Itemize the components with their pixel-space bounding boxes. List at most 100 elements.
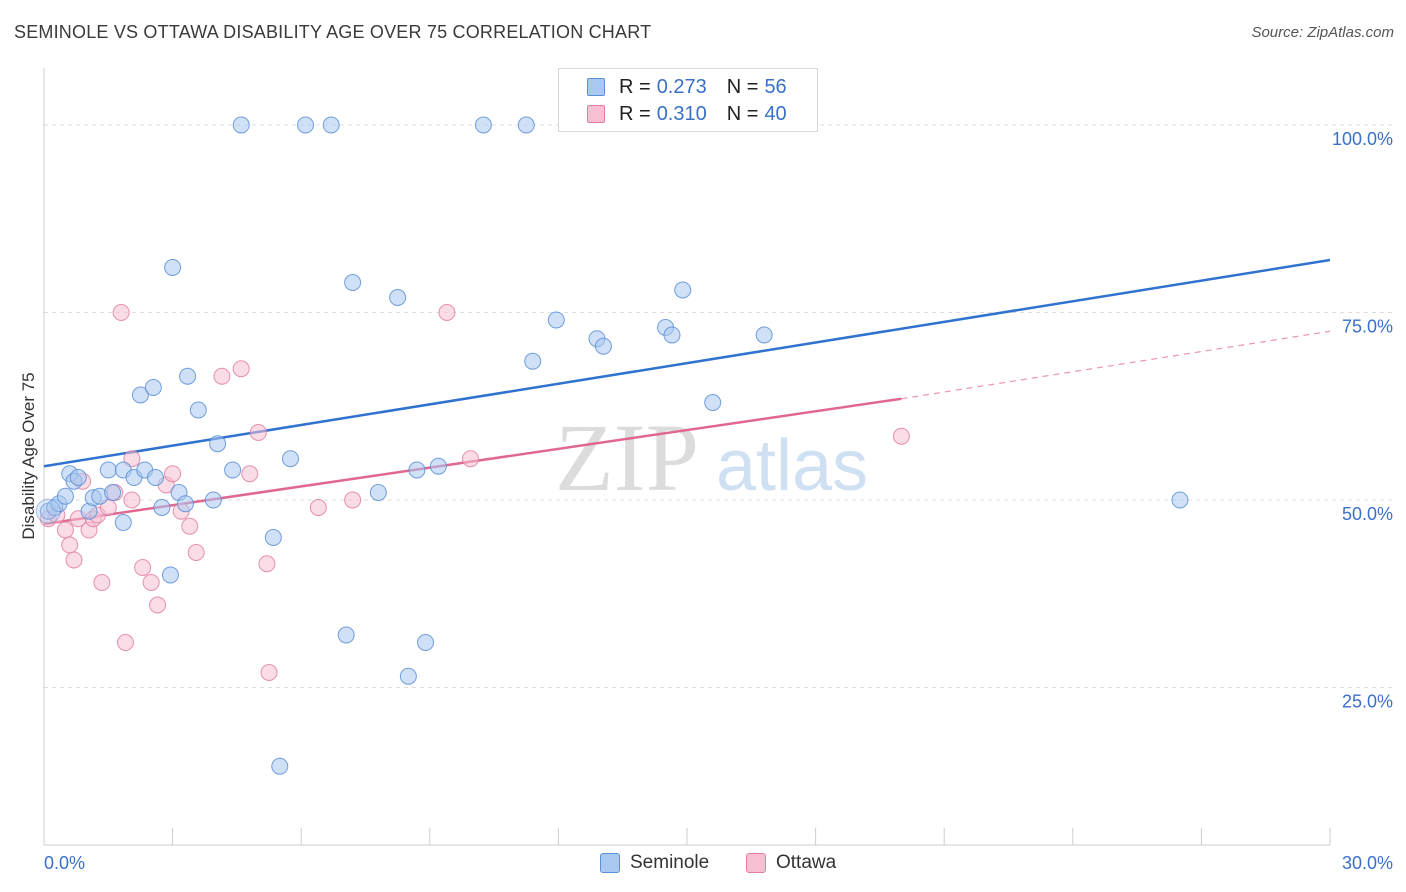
seminole-point	[704, 394, 722, 411]
data-points	[35, 116, 1189, 775]
ottawa-point	[116, 634, 134, 651]
ottawa-point	[56, 521, 74, 539]
seminole-point	[179, 367, 197, 385]
seminole-point	[144, 379, 162, 396]
ottawa-point	[462, 450, 480, 468]
seminole-point	[389, 289, 407, 306]
seminole-point	[417, 634, 435, 651]
ottawa-point	[309, 499, 327, 516]
seminole-point	[281, 450, 299, 468]
chart-source: Source: ZipAtlas.com	[1251, 24, 1394, 41]
ottawa-point	[260, 664, 278, 681]
ottawa-point	[232, 360, 250, 378]
legend-row-ottawa: R = 0.310 N = 40	[587, 102, 787, 126]
legend-n-value: 56	[764, 75, 787, 98]
ottawa-point	[249, 424, 267, 441]
ottawa-point	[134, 559, 152, 576]
ottawa-point	[61, 536, 79, 554]
legend-n-value: 40	[764, 102, 787, 125]
ottawa-point	[344, 491, 362, 509]
seminole-point	[224, 461, 242, 479]
seminole-point	[547, 311, 565, 329]
seminole-point	[131, 386, 149, 404]
legend-row-seminole: R = 0.273 N = 56	[587, 75, 787, 99]
x-tick-label: 0.0%	[44, 853, 85, 873]
y-axis-label: Disability Age Over 75	[19, 372, 38, 539]
watermark: ZIP atlas	[555, 404, 868, 511]
ottawa-point	[438, 304, 456, 321]
seminole-point	[369, 484, 387, 501]
ottawa-label: Ottawa	[776, 852, 837, 873]
seminole-label: Seminole	[630, 852, 710, 873]
seminole-point	[594, 337, 612, 355]
ottawa-point	[241, 465, 259, 483]
ottawa-point	[123, 491, 141, 509]
legend-swatch-seminole	[587, 78, 605, 96]
ottawa-point	[164, 465, 182, 483]
ottawa-point	[123, 450, 141, 468]
y-tick-label: 100.0%	[1332, 129, 1393, 149]
ottawa-point	[149, 596, 167, 614]
ottawa-point	[258, 555, 276, 573]
seminole-point	[146, 469, 164, 486]
seminole-point	[232, 116, 250, 134]
ottawa-point	[112, 304, 130, 321]
seminole-point	[271, 757, 289, 775]
ottawa-point	[213, 367, 231, 385]
seminole-point	[114, 514, 132, 531]
seminole-point	[161, 566, 179, 584]
seminole-point	[1171, 491, 1189, 509]
x-tick-label: 30.0%	[1342, 853, 1393, 873]
legend-r-label: R =	[619, 102, 651, 125]
ottawa-swatch	[746, 853, 766, 873]
seminole-point	[755, 326, 773, 344]
seminole-point-cluster	[35, 498, 61, 524]
seminole-point	[69, 469, 87, 486]
axes	[43, 68, 1331, 846]
seminole-point	[408, 461, 426, 479]
seminole-point	[399, 667, 417, 685]
legend-n-label: N =	[726, 75, 759, 98]
y-tick-label: 25.0%	[1342, 692, 1393, 712]
seminole-point	[104, 484, 122, 501]
seminole-point	[474, 116, 492, 134]
seminole-point	[674, 281, 692, 299]
seminole-point	[209, 435, 227, 453]
chart-title: SEMINOLE VS OTTAWA DISABILITY AGE OVER 7…	[14, 22, 652, 42]
seminole-point	[164, 259, 182, 276]
seminole-point	[524, 352, 542, 370]
ottawa-point	[892, 427, 910, 445]
legend-swatch-ottawa	[587, 105, 605, 123]
seminole-swatch	[600, 853, 620, 873]
ottawa-trend-line-extension	[901, 330, 1331, 400]
seminole-point	[99, 461, 117, 479]
seminole-point	[429, 457, 447, 475]
seminole-point	[322, 116, 340, 134]
seminole-point	[337, 626, 355, 644]
seminole-point	[189, 401, 207, 419]
seminole-point	[344, 274, 362, 291]
watermark-atlas: atlas	[716, 426, 868, 506]
legend-r-value: 0.310	[656, 102, 707, 125]
seminole-point	[56, 487, 74, 505]
series-legend-ottawa: Ottawa	[746, 852, 836, 874]
seminole-point	[176, 495, 194, 513]
y-tick-label: 75.0%	[1342, 317, 1393, 337]
tick-labels: 25.0% 50.0% 75.0% 100.0% 0.0% 30.0%	[44, 129, 1393, 873]
ottawa-point	[142, 574, 160, 591]
watermark-zip: ZIP	[555, 404, 699, 511]
legend-n-label: N =	[726, 102, 759, 125]
legend-r-value: 0.273	[656, 75, 707, 98]
legend-r-label: R =	[619, 75, 651, 98]
ottawa-point	[65, 551, 83, 569]
seminole-point	[663, 326, 681, 344]
stats-legend: R = 0.273 N = 56 R = 0.310 N = 40	[558, 68, 818, 132]
seminole-point	[204, 491, 222, 509]
seminole-point	[264, 529, 282, 546]
seminole-point	[296, 116, 314, 134]
y-tick-label: 50.0%	[1342, 504, 1393, 524]
seminole-point	[153, 499, 171, 516]
ottawa-point	[187, 544, 205, 561]
ottawa-point	[93, 574, 111, 591]
